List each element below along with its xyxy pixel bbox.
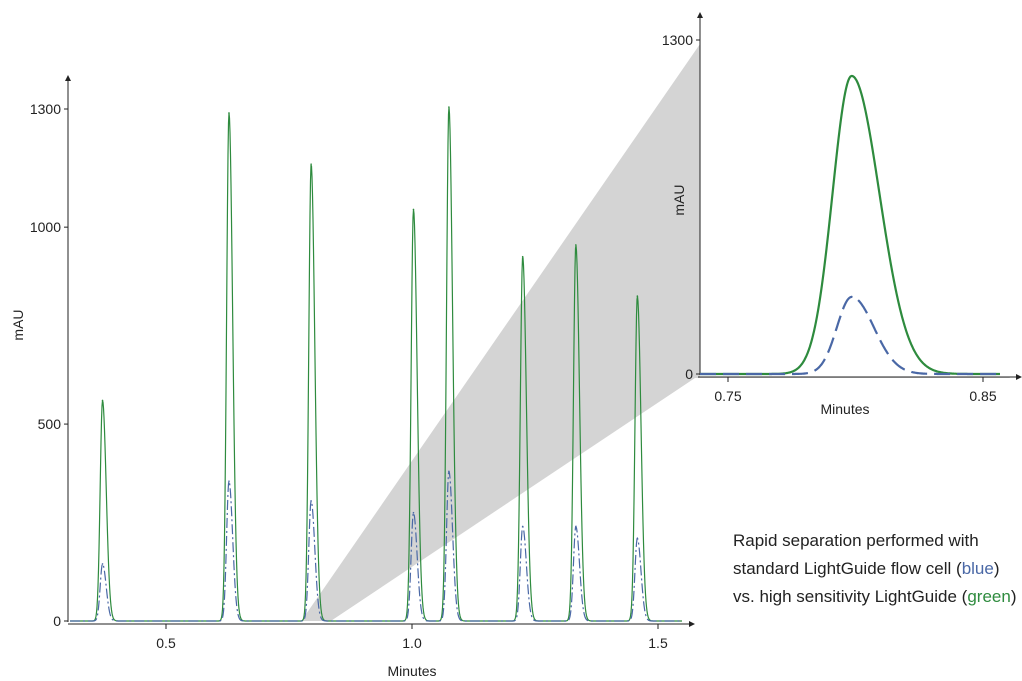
peak-point-blue <box>448 470 450 473</box>
main-x-axis-arrow <box>689 621 695 627</box>
inset-x-axis-label: Minutes <box>820 401 869 417</box>
peak-point-green <box>636 295 639 297</box>
main-series-group <box>70 106 682 622</box>
peak-point-blue <box>412 511 415 514</box>
inset-y-tick-label: 1300 <box>662 32 693 48</box>
peak-point-blue <box>310 500 312 502</box>
peak-point-green <box>412 208 415 211</box>
inset-y-axis-arrow <box>697 12 703 18</box>
inset-axes: 0 1300 0.75 0.85 <box>662 12 1022 404</box>
main-y-axis-label: mAU <box>10 309 26 340</box>
main-x-axis-label: Minutes <box>387 663 436 679</box>
main-x-tick-label: 1.0 <box>402 635 422 651</box>
peak-point-blue <box>521 525 524 528</box>
peak-point-green <box>521 255 524 258</box>
main-x-tick-label: 1.5 <box>648 635 668 651</box>
peak-point-green <box>310 163 312 165</box>
peak-point-blue <box>228 480 230 482</box>
inset-x-axis-arrow <box>1016 374 1022 380</box>
inset-peak-point-blue <box>850 295 853 298</box>
inset-y-tick-label: 0 <box>685 366 693 382</box>
peak-point-green <box>101 399 104 402</box>
caption-text-3: ) <box>1010 587 1017 606</box>
main-y-tick-label: 0 <box>53 613 61 629</box>
caption-text-1: Rapid separation performed with standard… <box>733 531 979 578</box>
series-line-blue <box>70 471 682 622</box>
inset-background <box>700 14 1016 377</box>
inset-x-tick-label: 0.85 <box>969 388 996 404</box>
peak-point-green <box>228 112 230 114</box>
caption-green-word: green <box>967 587 1011 606</box>
chart-caption: Rapid separation performed with standard… <box>733 527 1022 611</box>
inset-series-group <box>700 74 1000 376</box>
main-x-tick-label: 0.5 <box>156 635 176 651</box>
inset-x-tick-label: 0.75 <box>714 388 741 404</box>
caption-blue-word: blue <box>961 559 994 578</box>
main-y-tick-label: 1300 <box>30 101 61 117</box>
peak-point-blue <box>575 525 577 528</box>
peak-point-green <box>575 244 577 246</box>
main-chart: 0 500 1000 1300 0.5 1.0 1.5 Minutes mAU <box>10 75 695 679</box>
main-y-tick-label: 500 <box>38 416 62 432</box>
main-y-tick-label: 1000 <box>30 219 61 235</box>
peak-point-green <box>448 106 450 108</box>
main-y-axis-arrow <box>65 75 71 81</box>
inset-series-line-blue <box>700 295 1000 376</box>
inset-chart: 0 1300 0.75 0.85 Minutes mAU <box>662 12 1022 417</box>
inset-y-axis-label: mAU <box>671 184 687 215</box>
peak-point-blue <box>101 563 104 565</box>
inset-peak-point-green <box>850 74 853 77</box>
main-axes: 0 500 1000 1300 0.5 1.0 1.5 <box>30 75 695 651</box>
caption-text-2: ) vs. high sensitivity LightGuide ( <box>733 559 1000 606</box>
peak-point-blue <box>636 537 639 540</box>
